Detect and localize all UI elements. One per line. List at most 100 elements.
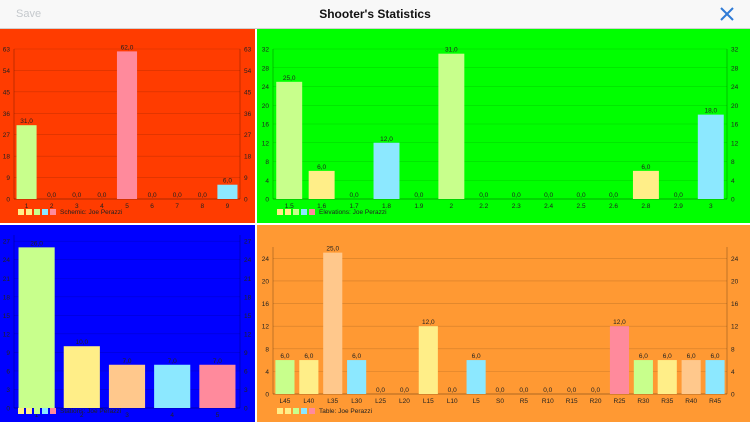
y-tick-label-right: 21 [244,276,252,283]
legend-swatch [50,408,56,414]
data-label: 6,0 [280,353,289,360]
data-label: 26,0 [30,240,43,247]
x-tick-label: 2.5 [577,203,586,210]
bar [633,360,653,394]
chart-panel-schemic: 0 0 9 9 18 18 27 27 36 36 45 45 54 54 63 63 31,0 1 0,0 2 0,0… [0,29,255,223]
legend-swatch [309,408,315,414]
y-tick-label-left: 0 [265,197,269,204]
y-tick-label-left: 18 [3,294,11,301]
chart-background [257,29,750,223]
bar [632,170,659,199]
y-tick-label-left: 4 [265,178,269,185]
y-tick-label-left: 20 [262,278,270,285]
x-tick-label: 2.8 [641,203,650,210]
x-tick-label: 6 [150,203,154,210]
y-tick-label-right: 0 [731,197,735,204]
data-label: 0,0 [173,192,182,199]
y-tick-label-left: 24 [262,256,270,263]
y-tick-label-right: 12 [731,324,739,331]
close-x-icon[interactable] [718,5,736,23]
y-tick-label-right: 27 [244,132,252,139]
x-tick-label: 2.3 [512,203,521,210]
legend-swatch [26,209,32,215]
y-tick-label-right: 0 [244,197,248,204]
y-tick-label-right: 15 [244,313,252,320]
y-tick-label-right: 0 [731,392,735,399]
y-tick-label-right: 12 [244,331,252,338]
data-label: 0,0 [567,387,576,394]
y-tick-label-right: 16 [731,122,739,129]
y-tick-label-left: 16 [262,122,270,129]
data-label: 6,0 [223,178,232,185]
x-tick-label: R10 [542,398,554,405]
x-tick-label: R20 [590,398,602,405]
x-tick-label: 9 [226,203,230,210]
legend-swatch [301,209,307,215]
x-tick-label: 1.6 [317,203,326,210]
x-tick-label: L20 [399,398,410,405]
data-label: 0,0 [512,192,521,199]
x-tick-label: 1.7 [350,203,359,210]
y-tick-label-left: 20 [262,103,270,110]
legend-label: Stations: Joe Perazzi [60,408,121,415]
y-tick-label-left: 0 [6,406,10,413]
legend-label: Schemic: Joe Perazzi [60,209,123,216]
y-tick-label-left: 12 [262,324,270,331]
bar [466,360,486,394]
bar [323,252,343,394]
x-tick-label: R25 [614,398,626,405]
x-tick-label: 1 [25,203,29,210]
y-tick-label-left: 9 [6,175,10,182]
y-tick-label-left: 12 [262,140,270,147]
x-tick-label: R30 [637,398,649,405]
y-tick-label-left: 24 [3,257,11,264]
legend-swatch [34,408,40,414]
y-tick-label-left: 63 [3,47,11,54]
x-tick-label: L30 [351,398,362,405]
y-tick-label-left: 8 [265,159,269,166]
chart-panel-elevations: 0 0 4 4 8 8 12 12 16 16 20 20 24 24 28 28 32 32 25,0 1.5 6,0… [257,29,750,223]
data-label: 0,0 [148,192,157,199]
data-label: 0,0 [414,192,423,199]
x-tick-label: R40 [685,398,697,405]
x-tick-label: 7 [175,203,179,210]
save-button[interactable]: Save [16,8,42,20]
bar [347,360,367,394]
bar [373,142,400,199]
y-tick-label-right: 9 [244,350,248,357]
data-label: 18,0 [704,108,717,115]
data-label: 6,0 [639,353,648,360]
bar [18,247,55,408]
y-tick-label-left: 24 [262,84,270,91]
legend-swatch [293,209,299,215]
y-tick-label-left: 16 [262,301,270,308]
bar [681,360,701,394]
y-tick-label-left: 9 [6,350,10,357]
y-tick-label-left: 45 [3,89,11,96]
bar [275,360,295,394]
y-tick-label-right: 63 [244,47,252,54]
bar [705,360,725,394]
x-tick-label: L25 [375,398,386,405]
y-tick-label-left: 27 [3,239,11,246]
y-tick-label-right: 32 [731,47,739,54]
x-tick-label: 5 [125,203,129,210]
x-tick-label: 3 [75,203,79,210]
data-label: 0,0 [674,192,683,199]
bar [697,114,724,199]
data-label: 6,0 [317,164,326,171]
data-label: 6,0 [663,353,672,360]
x-tick-label: 2 [50,203,54,210]
y-tick-label-right: 24 [731,84,739,91]
data-label: 0,0 [591,387,600,394]
x-tick-label: R5 [520,398,529,405]
chart-panel-table: 0 0 4 4 8 8 12 12 16 16 20 20 24 24 6,0 L45 6,0 L40 25,0 L3… [257,225,750,422]
y-tick-label-right: 4 [731,178,735,185]
x-tick-label: 2.6 [609,203,618,210]
y-tick-label-right: 3 [244,387,248,394]
bar [217,184,238,199]
legend-swatch [285,408,291,414]
y-tick-label-right: 6 [244,368,248,375]
bar [657,360,677,394]
